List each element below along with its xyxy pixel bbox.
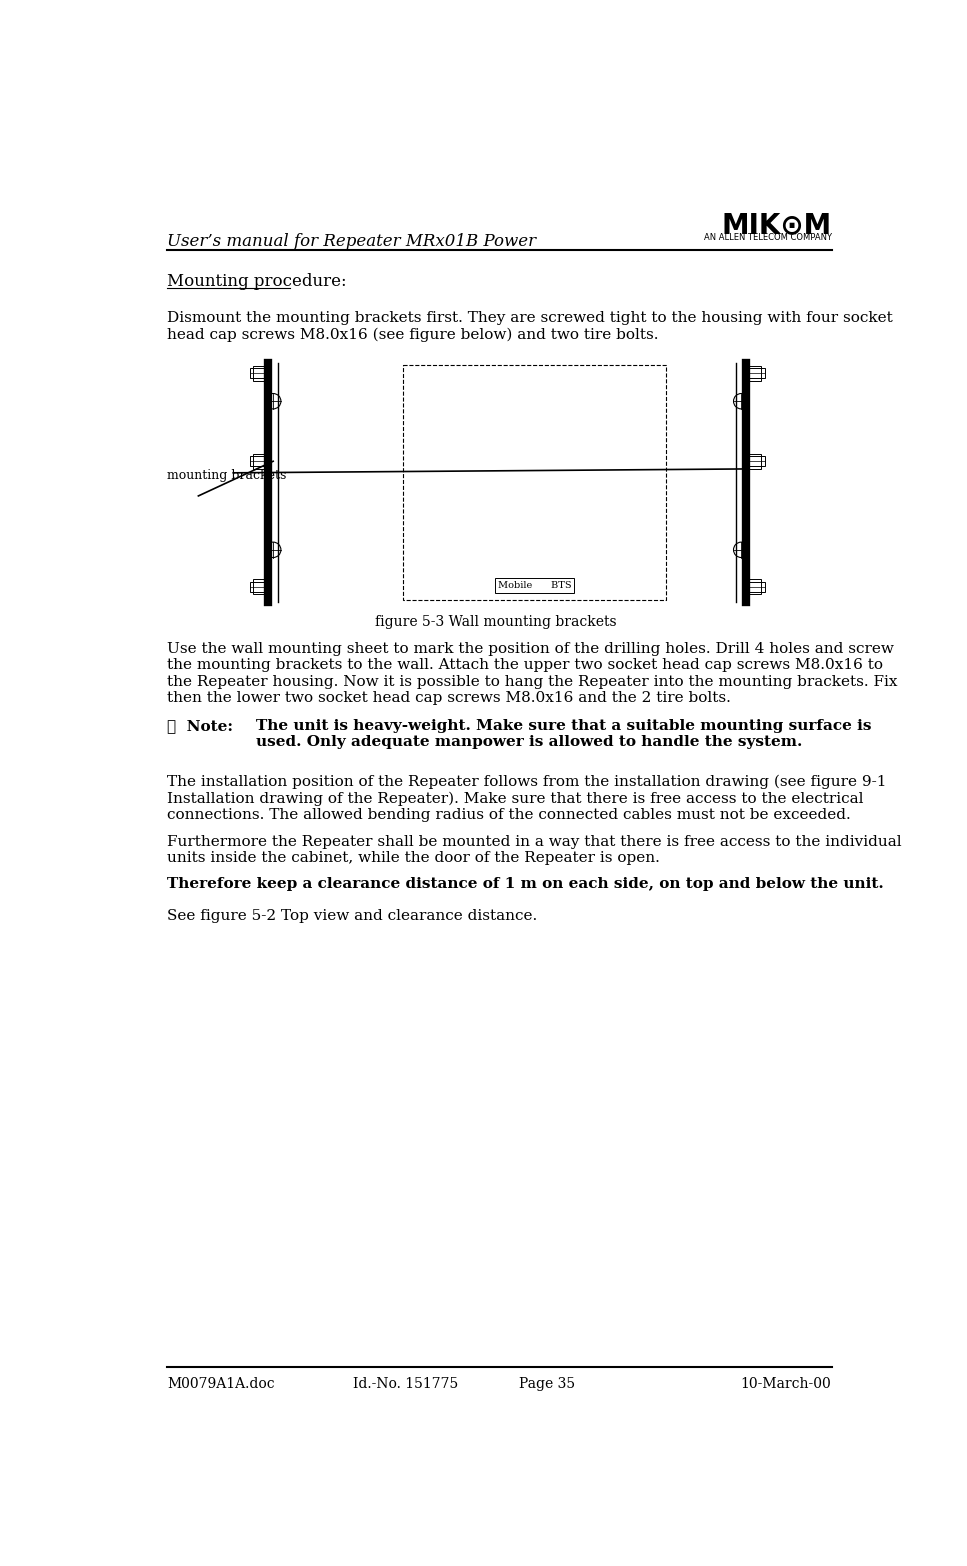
Text: Use the wall mounting sheet to mark the position of the drilling holes. Drill 4 : Use the wall mounting sheet to mark the … <box>167 642 898 705</box>
Text: M0079A1A.doc: M0079A1A.doc <box>167 1377 275 1391</box>
Bar <box>747 366 761 381</box>
Text: Therefore keep a clearance distance of 1 m on each side, on top and below the un: Therefore keep a clearance distance of 1… <box>167 877 884 891</box>
Text: The unit is heavy-weight. Make sure that a suitable mounting surface is
used. On: The unit is heavy-weight. Make sure that… <box>256 719 872 750</box>
Text: AN ALLEN TELECOM COMPANY: AN ALLEN TELECOM COMPANY <box>704 233 832 241</box>
Bar <box>253 454 267 468</box>
Text: Mobile      BTS: Mobile BTS <box>498 581 571 590</box>
Text: Page 35: Page 35 <box>519 1377 575 1391</box>
Text: Id.-No. 151775: Id.-No. 151775 <box>353 1377 458 1391</box>
Text: Furthermore the Repeater shall be mounted in a way that there is free access to : Furthermore the Repeater shall be mounte… <box>167 835 902 864</box>
Bar <box>747 579 761 594</box>
Text: Dismount the mounting brackets first. They are screwed tight to the housing with: Dismount the mounting brackets first. Th… <box>167 312 894 341</box>
Bar <box>249 456 271 467</box>
Text: Mounting procedure:: Mounting procedure: <box>167 272 347 290</box>
Bar <box>249 583 271 592</box>
Text: figure 5-3 Wall mounting brackets: figure 5-3 Wall mounting brackets <box>375 615 616 630</box>
Text: See figure 5-2 Top view and clearance distance.: See figure 5-2 Top view and clearance di… <box>167 910 538 924</box>
Bar <box>744 583 765 592</box>
Text: mounting brackets: mounting brackets <box>167 468 287 482</box>
Bar <box>253 579 267 594</box>
Text: MIK⊙M: MIK⊙M <box>721 211 832 240</box>
Bar <box>744 368 765 379</box>
Text: The installation position of the Repeater follows from the installation drawing : The installation position of the Repeate… <box>167 775 887 822</box>
Text: User’s manual for Repeater MRx01B Power: User’s manual for Repeater MRx01B Power <box>167 233 537 249</box>
Bar <box>744 456 765 467</box>
Bar <box>253 366 267 381</box>
Bar <box>249 368 271 379</box>
Bar <box>747 454 761 468</box>
Text: 10-March-00: 10-March-00 <box>741 1377 832 1391</box>
Text: ☞  Note:: ☞ Note: <box>167 719 233 733</box>
